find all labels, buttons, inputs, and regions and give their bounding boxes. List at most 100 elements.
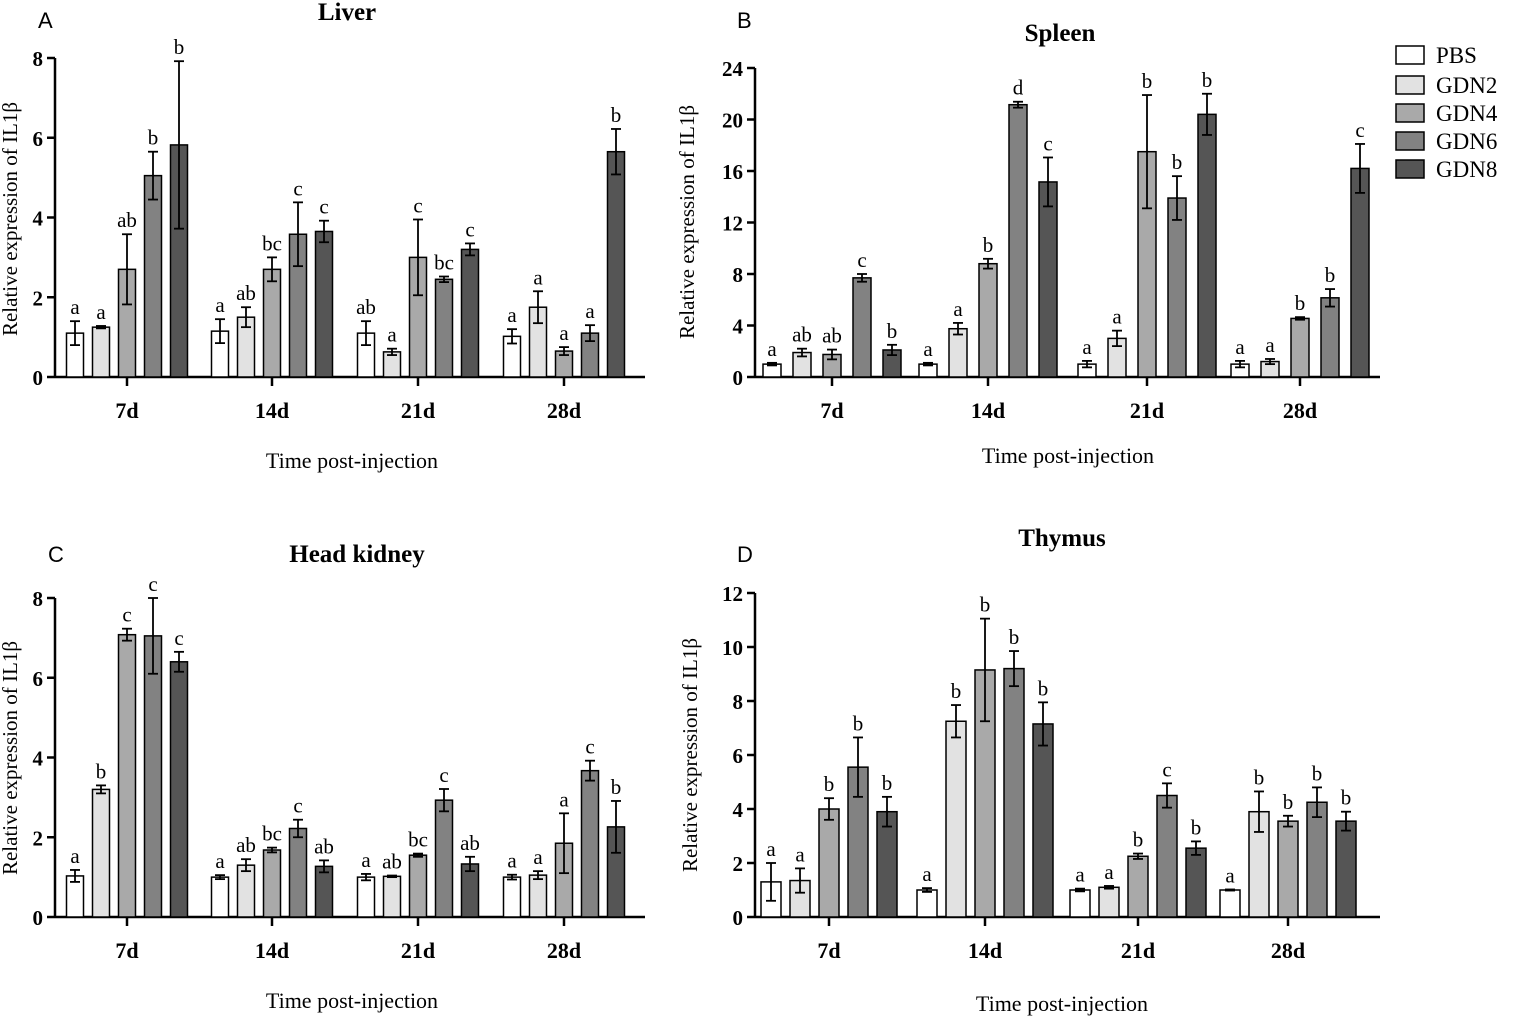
significance-letter: a xyxy=(795,842,805,866)
significance-letter: b xyxy=(1202,68,1213,92)
significance-letter: c xyxy=(293,176,302,200)
significance-letter: ab xyxy=(822,324,842,348)
significance-letter: ab xyxy=(460,831,480,855)
x-tick-label: 21d xyxy=(1121,938,1155,963)
significance-letter: a xyxy=(559,321,569,345)
significance-letter: c xyxy=(293,794,302,818)
bar xyxy=(945,720,967,918)
bar xyxy=(1032,723,1054,918)
bar xyxy=(502,876,522,918)
bar xyxy=(314,230,334,378)
significance-letter: ab xyxy=(792,323,812,347)
significance-letter: d xyxy=(1013,76,1024,100)
significance-letter: b xyxy=(174,35,185,59)
bar xyxy=(606,150,626,378)
bar xyxy=(169,661,189,918)
significance-letter: c xyxy=(585,735,594,759)
bar xyxy=(1069,889,1091,918)
y-tick-label: 8 xyxy=(33,47,44,71)
significance-letter: bc xyxy=(434,251,454,275)
significance-letter: a xyxy=(387,323,397,347)
x-tick-label: 21d xyxy=(1130,398,1164,423)
bar xyxy=(1335,820,1357,918)
panel-label: D xyxy=(737,542,753,567)
significance-letter: a xyxy=(533,265,543,289)
x-tick-label: 28d xyxy=(1283,398,1317,423)
significance-letter: a xyxy=(215,293,225,317)
significance-letter: ab xyxy=(356,295,376,319)
y-tick-label: 2 xyxy=(33,286,44,310)
significance-letter: b xyxy=(853,711,864,735)
chart-title: Head kidney xyxy=(289,541,425,568)
significance-letter: a xyxy=(1265,333,1275,357)
significance-letter: b xyxy=(1009,625,1020,649)
panel-c: C Head kidney Relative expression of IL1… xyxy=(0,541,645,1013)
x-tick-label: 14d xyxy=(971,398,1005,423)
legend-label-gdn6: GDN6 xyxy=(1436,129,1497,154)
panel-label: A xyxy=(38,8,53,33)
significance-letter: b xyxy=(1172,150,1183,174)
significance-letter: c xyxy=(1162,757,1171,781)
significance-letter: b xyxy=(611,775,622,799)
significance-letter: ab xyxy=(236,281,256,305)
legend-swatch-pbs xyxy=(1395,45,1425,65)
legend-swatch-gdn8 xyxy=(1395,159,1425,179)
significance-letter: a xyxy=(96,300,106,324)
y-tick-label: 16 xyxy=(722,160,743,184)
significance-letter: a xyxy=(1235,335,1245,359)
x-axis-label: Time post-injection xyxy=(982,443,1154,468)
significance-letter: ab xyxy=(236,833,256,857)
x-axis-label: Time post-injection xyxy=(266,448,438,473)
panel-b: B Spleen Relative expression of IL1β Tim… xyxy=(675,8,1380,468)
bar xyxy=(314,865,334,918)
legend-label-gdn2: GDN2 xyxy=(1436,73,1497,98)
y-tick-label: 2 xyxy=(33,826,44,850)
significance-letter: a xyxy=(953,297,963,321)
x-tick-label: 7d xyxy=(115,398,138,423)
bar xyxy=(818,808,840,918)
significance-letter: b xyxy=(1295,291,1306,315)
significance-letter: b xyxy=(1341,786,1352,810)
bar xyxy=(460,248,480,378)
y-tick-label: 6 xyxy=(33,667,44,691)
bar xyxy=(262,849,282,918)
bar xyxy=(1277,820,1299,918)
bar xyxy=(916,889,938,918)
bar xyxy=(580,769,600,918)
y-axis-label: Relative expression of IL1β xyxy=(0,102,22,336)
panel-d: D Thymus Relative expression of IL1β Tim… xyxy=(678,525,1380,1016)
x-tick-label: 28d xyxy=(1271,938,1305,963)
y-tick-label: 4 xyxy=(33,747,44,771)
y-tick-label: 0 xyxy=(733,366,744,390)
significance-letter: b xyxy=(980,593,991,617)
significance-letter: c xyxy=(1043,131,1052,155)
significance-letter: c xyxy=(148,572,157,596)
significance-letter: bc xyxy=(262,822,282,846)
significance-letter: b xyxy=(983,233,994,257)
bar xyxy=(1008,103,1028,378)
significance-letter: b xyxy=(824,772,835,796)
significance-letter: c xyxy=(1355,118,1364,142)
bar xyxy=(1197,113,1217,378)
significance-letter: b xyxy=(1254,765,1265,789)
y-tick-label: 8 xyxy=(33,587,44,611)
bar xyxy=(1127,855,1149,918)
bar xyxy=(876,810,898,918)
bar xyxy=(91,788,111,918)
x-tick-label: 14d xyxy=(968,938,1002,963)
bar xyxy=(948,327,968,378)
y-tick-label: 12 xyxy=(722,212,743,236)
significance-letter: b xyxy=(96,759,107,783)
y-tick-label: 0 xyxy=(33,906,44,930)
significance-letter: a xyxy=(507,303,517,327)
panel-label: C xyxy=(48,542,64,567)
significance-letter: b xyxy=(1142,69,1153,93)
significance-letter: c xyxy=(319,195,328,219)
significance-letter: c xyxy=(857,248,866,272)
bar xyxy=(210,876,230,918)
significance-letter: b xyxy=(1325,263,1336,287)
significance-letter: a xyxy=(767,337,777,361)
y-tick-label: 4 xyxy=(733,315,744,339)
